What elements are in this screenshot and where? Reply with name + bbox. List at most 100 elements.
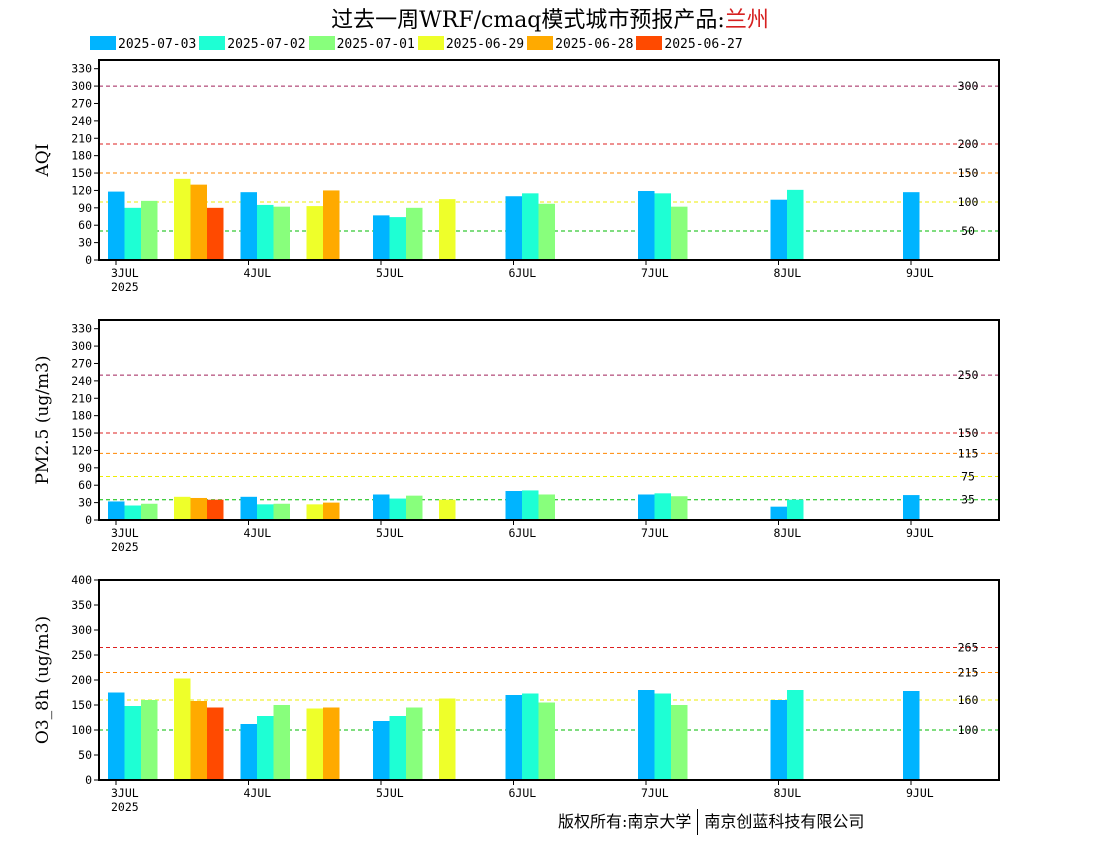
legend-label: 2025-06-27 — [664, 37, 743, 52]
bar — [389, 716, 406, 780]
bar — [190, 701, 207, 780]
bar — [903, 691, 920, 780]
legend-label: 2025-06-29 — [445, 37, 525, 52]
legend-swatch — [199, 36, 226, 50]
bar — [406, 207, 423, 260]
chart-panel-2: 0 50 100 150 200 250 300 350 400 265 215 160 100 3JUL… — [33, 573, 1000, 814]
chart-title: 过去一周WRF/cmaq模式城市预报产品:兰州 — [0, 2, 1100, 34]
legend-swatch — [308, 36, 335, 50]
x-tick-year: 2025 — [111, 800, 139, 814]
bar — [638, 690, 655, 780]
bar — [903, 192, 920, 260]
threshold-label: 150 — [958, 166, 979, 180]
legend-item: 2025-07-03 — [90, 36, 196, 52]
y-tick-label: 270 — [71, 96, 92, 110]
y-axis-label: PM2.5 (ug/m3) — [33, 355, 53, 484]
y-tick-label: 330 — [71, 62, 92, 76]
y-tick-label: 330 — [71, 322, 92, 336]
bar — [439, 199, 456, 260]
bar — [671, 705, 688, 780]
y-tick-label: 0 — [85, 253, 92, 267]
y-tick-label: 250 — [71, 648, 92, 662]
bar — [787, 690, 804, 780]
bar — [174, 496, 191, 520]
bar — [124, 706, 141, 780]
bar — [257, 504, 274, 520]
x-tick-label: 6JUL — [509, 786, 537, 800]
bar — [207, 707, 224, 780]
x-tick-label: 6JUL — [509, 526, 537, 540]
bar — [240, 496, 257, 520]
title-city: 兰州 — [724, 8, 769, 33]
legend-item: 2025-07-01 — [308, 36, 415, 52]
bar — [638, 494, 655, 520]
bar — [787, 499, 804, 520]
bar — [141, 700, 158, 780]
bar — [323, 502, 340, 520]
chart-panel-0: 0 30 60 90 120 150 180 210 240 270 300 330 300 200 150… — [33, 59, 1000, 294]
threshold-label: 150 — [958, 426, 979, 440]
copyright-separator — [697, 809, 699, 835]
y-tick-label: 90 — [78, 461, 92, 475]
bar — [538, 702, 555, 780]
y-tick-label: 150 — [71, 166, 92, 180]
x-tick-label: 9JUL — [906, 786, 934, 800]
y-tick-label: 180 — [71, 409, 92, 423]
bar — [406, 495, 423, 520]
x-tick-label: 5JUL — [376, 786, 404, 800]
bar — [638, 191, 655, 260]
x-tick-year: 2025 — [111, 280, 139, 294]
threshold-label: 265 — [958, 641, 979, 655]
copyright-right: 南京创蓝科技有限公司 — [704, 812, 865, 831]
y-tick-label: 120 — [71, 443, 92, 457]
title-prefix: 过去一周WRF/cmaq模式城市预报产品: — [331, 8, 725, 33]
bar — [108, 692, 125, 780]
threshold-label: 100 — [958, 195, 979, 209]
bar — [306, 708, 323, 780]
bar — [522, 490, 539, 520]
x-tick-label: 8JUL — [774, 526, 802, 540]
y-tick-label: 200 — [71, 673, 92, 687]
bar — [770, 506, 787, 520]
legend-item: 2025-07-02 — [199, 36, 306, 52]
x-tick-label: 4JUL — [244, 266, 272, 280]
bar — [124, 505, 141, 520]
legend-swatch — [636, 36, 663, 50]
threshold-label: 75 — [961, 470, 975, 484]
bar — [522, 193, 539, 260]
y-tick-label: 50 — [78, 748, 92, 762]
y-tick-label: 210 — [71, 131, 92, 145]
y-tick-label: 30 — [78, 496, 92, 510]
y-tick-label: 240 — [71, 374, 92, 388]
bar — [273, 206, 290, 260]
bar — [389, 498, 406, 520]
bar — [306, 504, 323, 520]
y-axis-label: AQI — [33, 144, 53, 178]
bar — [654, 693, 671, 780]
y-tick-label: 400 — [71, 573, 92, 587]
chart-panel-1: 0 30 60 90 120 150 180 210 240 270 300 330 250 150 115… — [33, 319, 1000, 554]
x-tick-label: 4JUL — [244, 786, 272, 800]
y-tick-label: 0 — [85, 773, 92, 787]
x-tick-label: 7JUL — [641, 266, 669, 280]
bar — [174, 178, 191, 260]
y-tick-label: 270 — [71, 356, 92, 370]
bar — [505, 695, 522, 780]
bar — [671, 206, 688, 260]
bar — [240, 724, 257, 780]
y-tick-label: 300 — [71, 623, 92, 637]
bar — [306, 206, 323, 260]
bar — [190, 184, 207, 260]
y-tick-label: 120 — [71, 183, 92, 197]
bar — [373, 215, 390, 260]
y-tick-label: 240 — [71, 114, 92, 128]
bar — [124, 207, 141, 260]
bar — [323, 190, 340, 260]
threshold-label: 250 — [958, 368, 979, 382]
bar — [207, 207, 224, 260]
bar — [108, 501, 125, 520]
copyright: 版权所有:南京大学 南京创蓝科技有限公司 — [558, 808, 864, 835]
legend-swatch — [527, 36, 554, 50]
bar — [439, 698, 456, 780]
